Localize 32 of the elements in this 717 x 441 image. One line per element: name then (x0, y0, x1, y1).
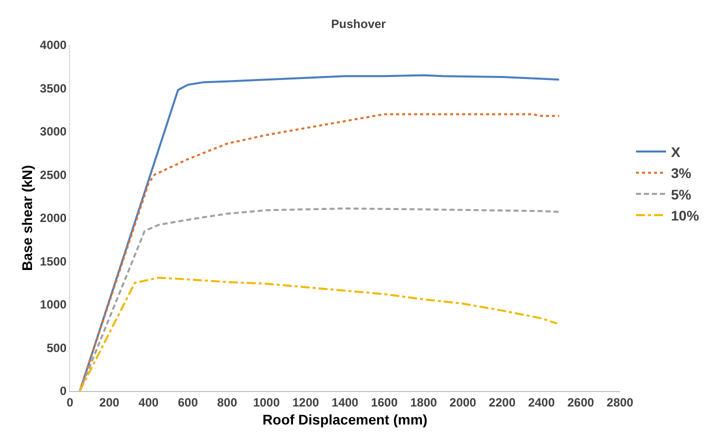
y-axis-title: Base shear (kN) (19, 165, 35, 271)
x-tick-label: 600 (178, 395, 198, 410)
x-tick-label: 200 (99, 395, 120, 410)
x-tick-label: 1200 (292, 395, 320, 410)
x-tick-label: 800 (217, 395, 238, 410)
legend-label: 5% (671, 186, 692, 202)
y-tick-label: 3500 (40, 81, 67, 96)
x-tick-label: 1000 (253, 395, 280, 410)
line-series (78, 276, 558, 391)
y-tick-label: 3000 (40, 124, 67, 139)
y-tick-label: 4000 (40, 38, 67, 52)
legend-label: 3% (671, 165, 692, 182)
y-tick-label: 2500 (40, 168, 67, 182)
x-tick-label: 2000 (450, 395, 477, 410)
line-series (78, 207, 560, 391)
chart-title: Pushover (331, 17, 386, 32)
y-tick-label: 500 (46, 340, 67, 355)
x-tick-label: 2800 (606, 395, 634, 410)
x-tick-label: 1400 (332, 395, 359, 410)
x-tick-label: 2200 (488, 395, 516, 410)
y-tick-label: 1500 (40, 254, 67, 268)
x-tick-label: 400 (138, 395, 159, 410)
x-tick-label: 2600 (567, 395, 594, 410)
y-tick-label: 1000 (40, 298, 67, 312)
x-tick-label: 2400 (528, 395, 556, 410)
y-tick-label: 0 (60, 384, 67, 398)
x-axis-title: Roof Displacement (mm) (262, 412, 428, 428)
legend-label: X (671, 144, 681, 160)
legend-label: 10% (671, 208, 700, 224)
x-tick-label: 1800 (410, 395, 438, 410)
y-tick-label: 2000 (40, 211, 67, 226)
x-tick-label: 1600 (370, 395, 398, 410)
